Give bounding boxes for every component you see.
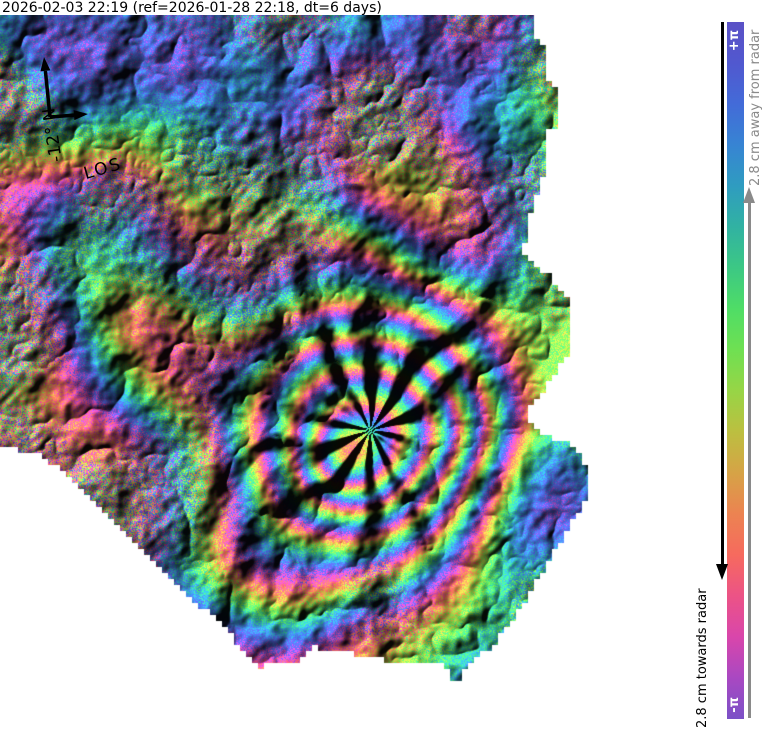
north-arrow-head-icon	[40, 57, 51, 72]
towards-radar-arrow-head-icon	[716, 564, 728, 580]
away-from-radar-arrow-head-icon	[743, 187, 755, 203]
away-from-radar-arrow-shaft	[748, 202, 751, 718]
towards-radar-arrow-shaft	[721, 22, 724, 564]
los-arrow-head-icon	[73, 110, 88, 121]
phase-colorbar: +π -π	[727, 22, 744, 719]
towards-radar-label: 2.8 cm towards radar	[695, 588, 710, 728]
interferogram-map	[0, 15, 596, 707]
away-from-radar-label: 2.8 cm away from radar	[748, 29, 762, 186]
north-arrow-shaft	[43, 70, 52, 118]
compass	[40, 57, 88, 121]
colorbar-top-tick-label: +π	[727, 30, 742, 52]
los-arrow-shaft	[49, 113, 75, 119]
colorbar-bottom-tick-label: -π	[727, 697, 742, 713]
figure-title: 2026-02-03 22:19 (ref=2026-01-28 22:18, …	[2, 0, 382, 16]
